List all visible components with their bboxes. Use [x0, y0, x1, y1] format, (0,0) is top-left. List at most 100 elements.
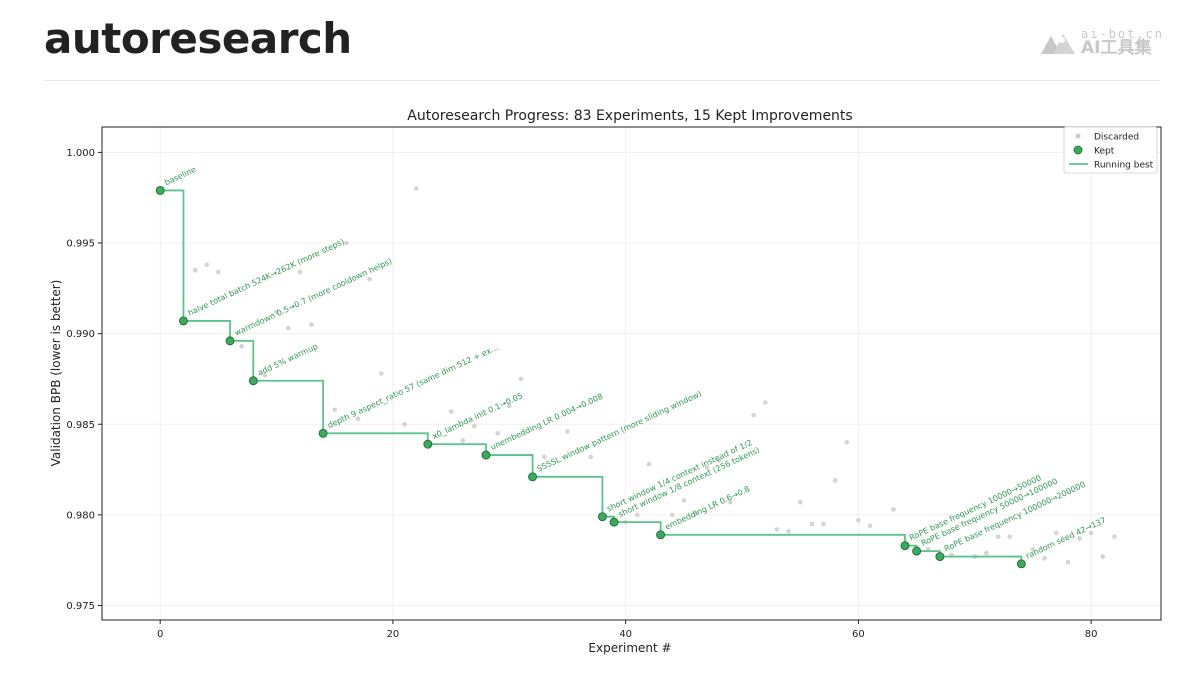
- kept-annotation: SSSSL window pattern (more sliding windo…: [536, 389, 703, 473]
- discarded-point: [309, 322, 314, 327]
- discarded-point: [285, 325, 291, 331]
- x-axis-label: Experiment #: [588, 641, 671, 655]
- plot-frame: [101, 126, 1162, 621]
- page-title: autoresearch: [44, 14, 352, 63]
- discarded-points: [192, 186, 1117, 565]
- legend-running-label: Running best: [1094, 161, 1154, 171]
- logo-mark-icon: [1040, 33, 1075, 54]
- discarded-point: [797, 499, 803, 505]
- kept-point: [609, 517, 619, 527]
- discarded-point: [751, 412, 756, 418]
- discarded-point: [669, 512, 675, 518]
- discarded-point: [1053, 530, 1059, 536]
- discarded-point: [1007, 534, 1013, 539]
- kept-annotation: baseline: [163, 165, 197, 187]
- discarded-point: [565, 429, 570, 434]
- discarded-point: [1042, 556, 1047, 561]
- discarded-point: [507, 403, 512, 409]
- discarded-point: [821, 521, 826, 527]
- discarded-point: [274, 309, 279, 315]
- discarded-point: [646, 461, 652, 467]
- discarded-point: [495, 431, 500, 436]
- x-axis: 0 20 40 60 80: [157, 620, 1098, 640]
- discarded-point: [809, 521, 815, 527]
- discarded-point: [693, 510, 698, 516]
- y-tick-label: 0.985: [66, 420, 95, 431]
- kept-annotation: RoPE base frequency 50000→100000: [920, 477, 1059, 548]
- discarded-point: [518, 376, 524, 382]
- discarded-point: [832, 478, 838, 483]
- discarded-point: [216, 269, 221, 275]
- discarded-point: [367, 276, 372, 282]
- kept-point: [935, 552, 945, 562]
- discarded-point: [1112, 534, 1117, 539]
- kept-point: [912, 546, 922, 556]
- discarded-point: [588, 454, 594, 460]
- discarded-point: [995, 534, 1001, 539]
- kept-point: [656, 530, 666, 540]
- legend-discarded-label: Discarded: [1094, 133, 1139, 143]
- x-tick-label: 60: [852, 629, 865, 640]
- discarded-point: [984, 550, 989, 556]
- discarded-point: [204, 262, 210, 268]
- discarded-point: [1100, 554, 1106, 559]
- kept-annotation: add 5% warmup: [256, 342, 319, 378]
- discarded-point: [413, 186, 419, 191]
- chart-title: Autoresearch Progress: 83 Experiments, 1…: [407, 108, 852, 124]
- discarded-point: [472, 423, 477, 429]
- discarded-point: [297, 269, 303, 275]
- watermark-logo: ai-bot.cn AI工具集: [1040, 27, 1164, 58]
- discarded-point: [460, 438, 466, 443]
- discarded-point: [1065, 559, 1071, 565]
- discarded-point: [774, 527, 780, 532]
- discarded-point: [355, 416, 361, 422]
- grid: [102, 127, 1161, 620]
- y-axis: 0.975 0.980 0.985 0.990 0.995 1.000: [66, 148, 102, 612]
- discarded-point: [681, 498, 687, 503]
- discarded-point: [635, 512, 640, 518]
- discarded-point: [239, 344, 244, 349]
- watermark-brand: AI工具集: [1080, 38, 1152, 58]
- kept-point: [597, 512, 607, 522]
- annotations: baseline halve total batch 524K→262K (mor…: [163, 165, 1107, 561]
- y-tick-label: 0.995: [66, 239, 95, 250]
- watermark-domain: ai-bot.cn: [1080, 27, 1164, 41]
- discarded-point: [1088, 530, 1094, 536]
- legend-box: [1063, 126, 1158, 174]
- discarded-point: [541, 454, 547, 460]
- discarded-point: [262, 373, 268, 378]
- kept-point: [900, 541, 910, 551]
- discarded-point: [856, 518, 861, 523]
- discarded-point: [332, 407, 338, 413]
- legend-kept-label: Kept: [1094, 147, 1115, 157]
- kept-point: [155, 185, 165, 195]
- x-tick-label: 0: [157, 629, 163, 640]
- kept-annotation: halve total batch 524K→262K (more steps): [187, 237, 346, 318]
- x-tick-label: 80: [1085, 629, 1098, 640]
- kept-points: [155, 185, 1026, 569]
- discarded-point: [192, 267, 198, 273]
- discarded-point: [448, 409, 454, 414]
- discarded-point: [786, 528, 791, 534]
- header-divider: [44, 80, 1160, 81]
- kept-annotation: random seed 42→137: [1024, 516, 1107, 561]
- kept-point: [248, 376, 258, 386]
- kept-annotation: short window 1/8 context (256 tokens): [617, 445, 761, 519]
- kept-point: [423, 439, 433, 449]
- discarded-point: [867, 523, 873, 529]
- discarded-point: [891, 507, 896, 512]
- discarded-point: [844, 440, 850, 445]
- kept-point: [528, 472, 538, 482]
- x-tick-label: 40: [619, 629, 632, 640]
- discarded-point: [716, 458, 722, 463]
- kept-point: [225, 336, 235, 346]
- discarded-point: [704, 465, 710, 471]
- y-axis-label: Validation BPB (lower is better): [49, 280, 63, 467]
- discarded-point: [344, 240, 349, 246]
- kept-point: [318, 428, 328, 438]
- discarded-point: [1030, 547, 1036, 552]
- legend: Discarded Kept Running best: [1063, 126, 1158, 174]
- kept-point: [481, 450, 491, 460]
- discarded-point: [378, 371, 384, 376]
